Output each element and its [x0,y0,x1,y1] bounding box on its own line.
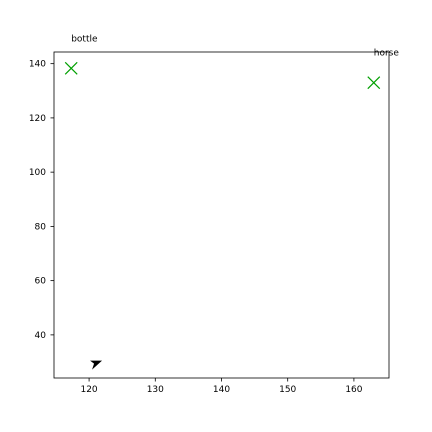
x-marker-point [367,76,381,90]
y-tick-label: 80 [35,222,47,232]
data-marks [64,61,381,370]
x-tick-label: 140 [213,385,230,395]
point-annotation: bottle [71,34,98,44]
x-tick-label: 120 [80,385,97,395]
x-tick-label: 160 [345,385,362,395]
y-tick-label: 140 [29,60,46,70]
x-tick-label: 130 [147,385,164,395]
arrowhead-marker-point [90,360,103,370]
axis-ticks: 120 130 140 150 160 40 60 80 100 120 140 [29,60,363,395]
x-marker-point [64,61,78,75]
x-tick-label: 150 [279,385,296,395]
y-tick-label: 60 [35,277,47,287]
y-tick-label: 100 [29,168,46,178]
y-tick-label: 40 [35,331,47,341]
x-marker-stroke [367,76,381,90]
y-tick-label: 120 [29,114,46,124]
annotations: bottle horse [71,34,399,58]
x-marker-stroke [64,61,78,75]
point-annotation: horse [374,49,400,59]
